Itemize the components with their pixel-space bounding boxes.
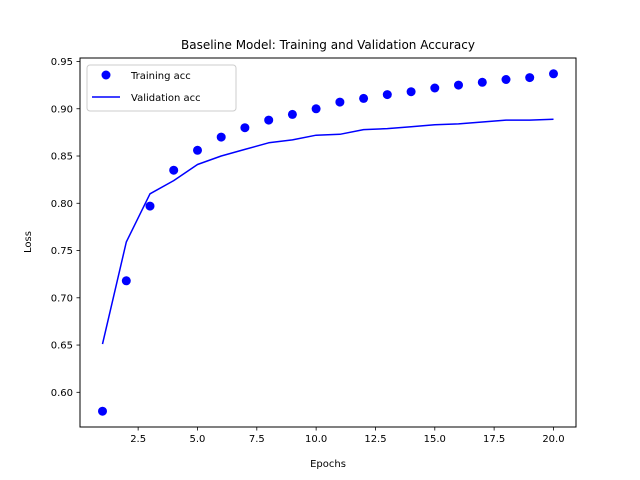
training-acc-point: [216, 132, 226, 142]
training-acc-point: [98, 406, 107, 416]
legend-box: [86, 64, 237, 112]
y-tick-label: 0.70: [51, 293, 73, 304]
training-acc-point: [121, 276, 131, 286]
training-acc-point: [264, 115, 274, 125]
training-acc-point: [145, 201, 155, 211]
x-tick-label: 20.0: [542, 434, 564, 445]
validation-acc-line: [101, 118, 554, 345]
x-tick-label: 10.0: [305, 434, 327, 445]
x-tick-label: 15.0: [424, 434, 446, 445]
y-tick-label: 0.95: [51, 57, 73, 68]
y-tick-label: 0.60: [51, 388, 73, 399]
x-axis: 2.5 5.0 7.5 10.0 12.5 15.0 17.5 20.0: [130, 427, 565, 445]
training-acc-point: [501, 75, 511, 84]
training-acc-point: [549, 69, 558, 79]
x-tick-label: 5.0: [190, 434, 206, 445]
training-acc-point: [382, 90, 392, 100]
x-tick-label: 12.5: [364, 434, 386, 445]
x-tick-label: 7.5: [249, 434, 265, 445]
training-acc-point: [477, 77, 487, 87]
y-tick-label: 0.65: [51, 341, 73, 352]
x-tick-label: 17.5: [483, 434, 505, 445]
x-axis-label: Epochs: [310, 459, 346, 470]
y-axis: 0.60 0.65 0.70 0.75 0.80 0.85 0.90 0.95: [51, 57, 80, 399]
legend: Training acc Validation acc: [86, 64, 237, 112]
plot-frame: [79, 57, 577, 428]
training-acc-point: [430, 83, 440, 93]
training-acc-point: [525, 73, 535, 83]
training-acc-point: [193, 145, 202, 155]
training-acc-point: [311, 104, 321, 114]
training-acc-point: [240, 123, 250, 133]
y-tick-label: 0.80: [51, 199, 73, 210]
y-tick-label: 0.75: [51, 246, 73, 257]
plot-area: [98, 69, 558, 416]
training-acc-point: [169, 165, 179, 175]
chart-title: Baseline Model: Training and Validation …: [181, 38, 475, 52]
legend-validation-label: Validation acc: [131, 93, 201, 104]
legend-training-marker: [101, 70, 111, 80]
training-acc-point: [454, 80, 463, 90]
legend-training-label: Training acc: [130, 71, 191, 82]
y-tick-label: 0.90: [51, 104, 73, 115]
y-axis-label: Loss: [23, 231, 34, 253]
x-tick-label: 2.5: [130, 434, 146, 445]
y-tick-label: 0.85: [51, 152, 73, 163]
training-acc-point: [287, 109, 297, 119]
training-acc-point: [335, 97, 345, 107]
training-acc-point: [359, 93, 369, 103]
training-acc-point: [406, 87, 416, 97]
